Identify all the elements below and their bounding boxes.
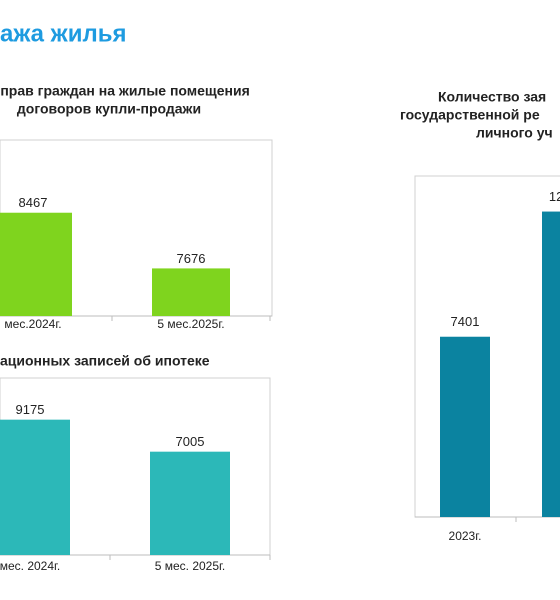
x-tick-label: 5 мес. 2025г.: [155, 559, 226, 573]
value-label: 8467: [19, 195, 48, 210]
chart-title: личного уч: [476, 125, 553, 141]
bar: [440, 336, 490, 517]
chart-title: Количество зая: [438, 89, 546, 105]
bar: [0, 212, 72, 316]
chart-title: ационных записей об ипотеке: [0, 353, 210, 369]
bar: [0, 419, 70, 555]
value-label: 7676: [177, 251, 206, 266]
slide-title: ажа жилья: [0, 20, 126, 47]
x-tick-label: 5 мес.2025г.: [157, 317, 224, 331]
x-tick-label: мес.2024г.: [4, 317, 61, 331]
value-label: 12540: [549, 189, 560, 204]
chart-title: договоров купли-продажи: [17, 101, 201, 117]
value-label: 9175: [16, 402, 45, 417]
bar: [542, 211, 560, 517]
value-label: 7005: [176, 434, 205, 449]
value-label: 7401: [451, 314, 480, 329]
x-tick-label: 2023г.: [449, 529, 482, 543]
bar: [150, 451, 230, 555]
chart-title: ных прав граждан на жилые помещения: [0, 83, 250, 99]
bar: [152, 268, 230, 316]
chart-title: государственной ре: [400, 107, 540, 123]
x-tick-label: мес. 2024г.: [0, 559, 60, 573]
